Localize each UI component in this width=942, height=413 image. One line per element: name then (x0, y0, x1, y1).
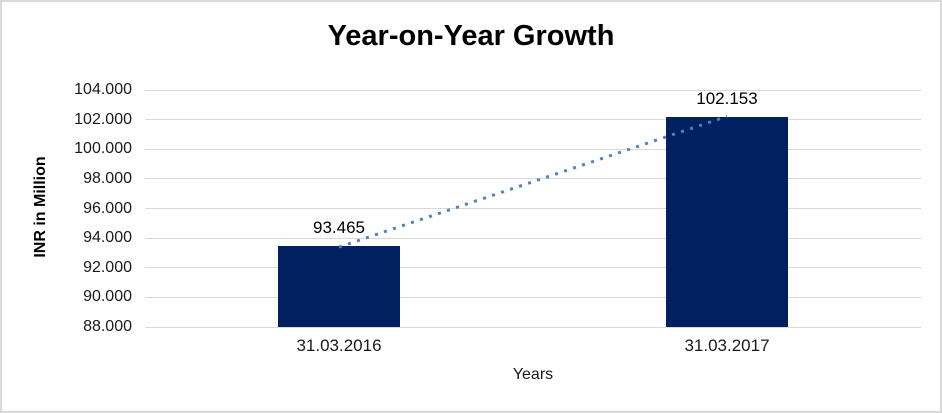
y-tick-label: 104.000 (74, 81, 132, 98)
gridline (145, 326, 921, 328)
y-tick-label: 102.000 (74, 110, 132, 128)
y-tick-label: 92.000 (83, 258, 132, 276)
x-tick-label: 31.03.2016 (296, 336, 382, 355)
bar-value-label: 102.153 (696, 89, 758, 109)
y-tick-label: 100.000 (74, 140, 132, 158)
gridline (145, 296, 921, 298)
gridline (145, 178, 921, 180)
chart-title: Year-on-Year Growth (327, 20, 615, 52)
bar-value-label: 93.465 (313, 218, 365, 238)
gridline (145, 267, 921, 269)
y-tick-label: 94.000 (83, 229, 132, 247)
y-tick-label: 96.000 (83, 199, 132, 217)
gridline (145, 148, 921, 150)
x-tick-label: 31.03.2017 (684, 336, 770, 355)
y-tick-label: 98.000 (83, 169, 132, 187)
trendline (338, 114, 728, 249)
gridline (145, 237, 921, 239)
gridline (145, 119, 921, 121)
gridline (145, 208, 921, 209)
y-tick-label: 90.000 (83, 288, 132, 306)
plot-area: 88.000 90.000 92.000 94.000 96.000 98.000 100.… (74, 81, 921, 355)
bar (666, 117, 788, 327)
y-tick-label: 88.000 (83, 318, 132, 335)
bar (278, 246, 400, 327)
gridline (145, 89, 921, 91)
x-axis-title: Years (512, 366, 554, 383)
